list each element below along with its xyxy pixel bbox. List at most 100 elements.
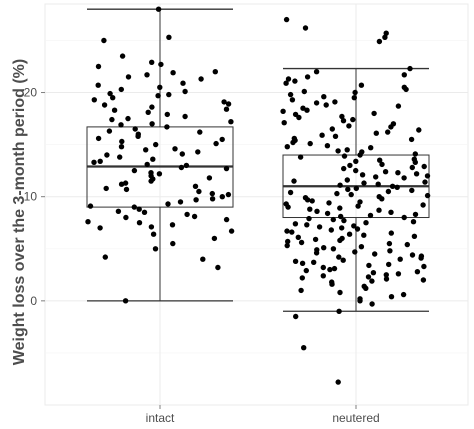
points-neutered — [280, 16, 431, 385]
data-point — [153, 141, 159, 148]
axes: 0 10 20 intact neutered — [24, 86, 380, 425]
data-point — [228, 228, 235, 234]
data-point — [284, 242, 290, 249]
data-point — [369, 301, 375, 307]
data-point — [136, 206, 142, 212]
data-point — [385, 188, 392, 195]
data-point — [281, 120, 287, 126]
data-point — [223, 216, 230, 223]
data-point — [321, 94, 327, 100]
data-point — [389, 183, 396, 189]
box-plots — [86, 8, 430, 312]
y-axis-title: Weight loss over the 3-month period (%) — [11, 59, 28, 365]
data-point — [307, 206, 313, 212]
data-point — [420, 277, 427, 283]
data-point — [123, 214, 129, 221]
data-point — [408, 136, 415, 143]
data-point — [164, 124, 170, 130]
data-point — [344, 147, 350, 153]
data-point — [111, 107, 118, 113]
data-point — [313, 250, 320, 256]
data-point — [297, 154, 304, 160]
data-point — [164, 111, 170, 118]
data-point — [421, 163, 427, 170]
data-point — [387, 248, 393, 254]
data-point — [340, 257, 346, 263]
data-point — [412, 211, 419, 218]
data-point — [329, 126, 335, 132]
data-point — [148, 178, 154, 184]
data-point — [291, 178, 297, 184]
data-point — [192, 183, 199, 189]
data-point — [323, 102, 329, 108]
data-point — [119, 53, 126, 59]
data-point — [331, 265, 338, 272]
data-point — [299, 275, 305, 281]
data-point — [369, 278, 375, 284]
data-point — [379, 196, 385, 202]
data-point — [345, 186, 351, 193]
data-point — [85, 219, 91, 225]
data-point — [394, 184, 400, 190]
data-point — [91, 97, 98, 103]
data-point — [87, 203, 94, 209]
data-point — [327, 266, 333, 273]
data-point — [336, 254, 342, 260]
data-point — [206, 175, 213, 181]
data-point — [301, 345, 307, 351]
data-point — [372, 251, 378, 257]
data-point — [371, 110, 377, 117]
data-point — [219, 194, 225, 200]
data-point — [397, 256, 403, 262]
data-point — [355, 203, 361, 209]
data-point — [290, 139, 296, 146]
data-point — [363, 285, 369, 291]
data-point — [386, 240, 393, 247]
data-point — [145, 109, 151, 116]
data-point — [150, 156, 156, 162]
data-point — [307, 140, 313, 147]
data-point — [348, 191, 354, 198]
data-point — [287, 91, 294, 98]
data-point — [344, 177, 350, 183]
data-point — [155, 6, 162, 12]
data-point — [313, 100, 320, 106]
data-point — [283, 16, 290, 23]
data-point — [341, 153, 348, 159]
data-point — [200, 256, 206, 262]
data-point — [91, 159, 97, 165]
data-point — [157, 84, 163, 91]
data-point — [354, 226, 361, 232]
data-point — [136, 220, 143, 226]
data-point — [292, 221, 299, 227]
data-point — [320, 264, 326, 271]
data-point — [375, 181, 381, 187]
data-point — [287, 189, 294, 196]
data-point — [95, 82, 101, 88]
data-point — [284, 144, 290, 150]
data-point — [141, 209, 148, 215]
data-point — [337, 237, 343, 244]
data-point — [309, 198, 315, 204]
data-point — [418, 255, 424, 261]
data-point — [213, 140, 219, 147]
data-point — [97, 158, 103, 164]
data-point — [338, 213, 344, 220]
data-point — [170, 70, 176, 76]
data-point — [341, 217, 347, 224]
plot-panel — [44, 3, 469, 406]
data-point — [346, 231, 353, 237]
data-point — [122, 298, 129, 304]
data-point — [414, 269, 421, 275]
data-point — [228, 119, 234, 125]
data-point — [225, 101, 232, 107]
data-point — [209, 190, 215, 197]
data-point — [149, 104, 155, 110]
data-point — [416, 127, 422, 133]
data-point — [125, 115, 131, 122]
data-point — [95, 135, 102, 142]
data-point — [109, 116, 115, 123]
data-point — [125, 74, 132, 80]
data-point — [166, 91, 172, 98]
